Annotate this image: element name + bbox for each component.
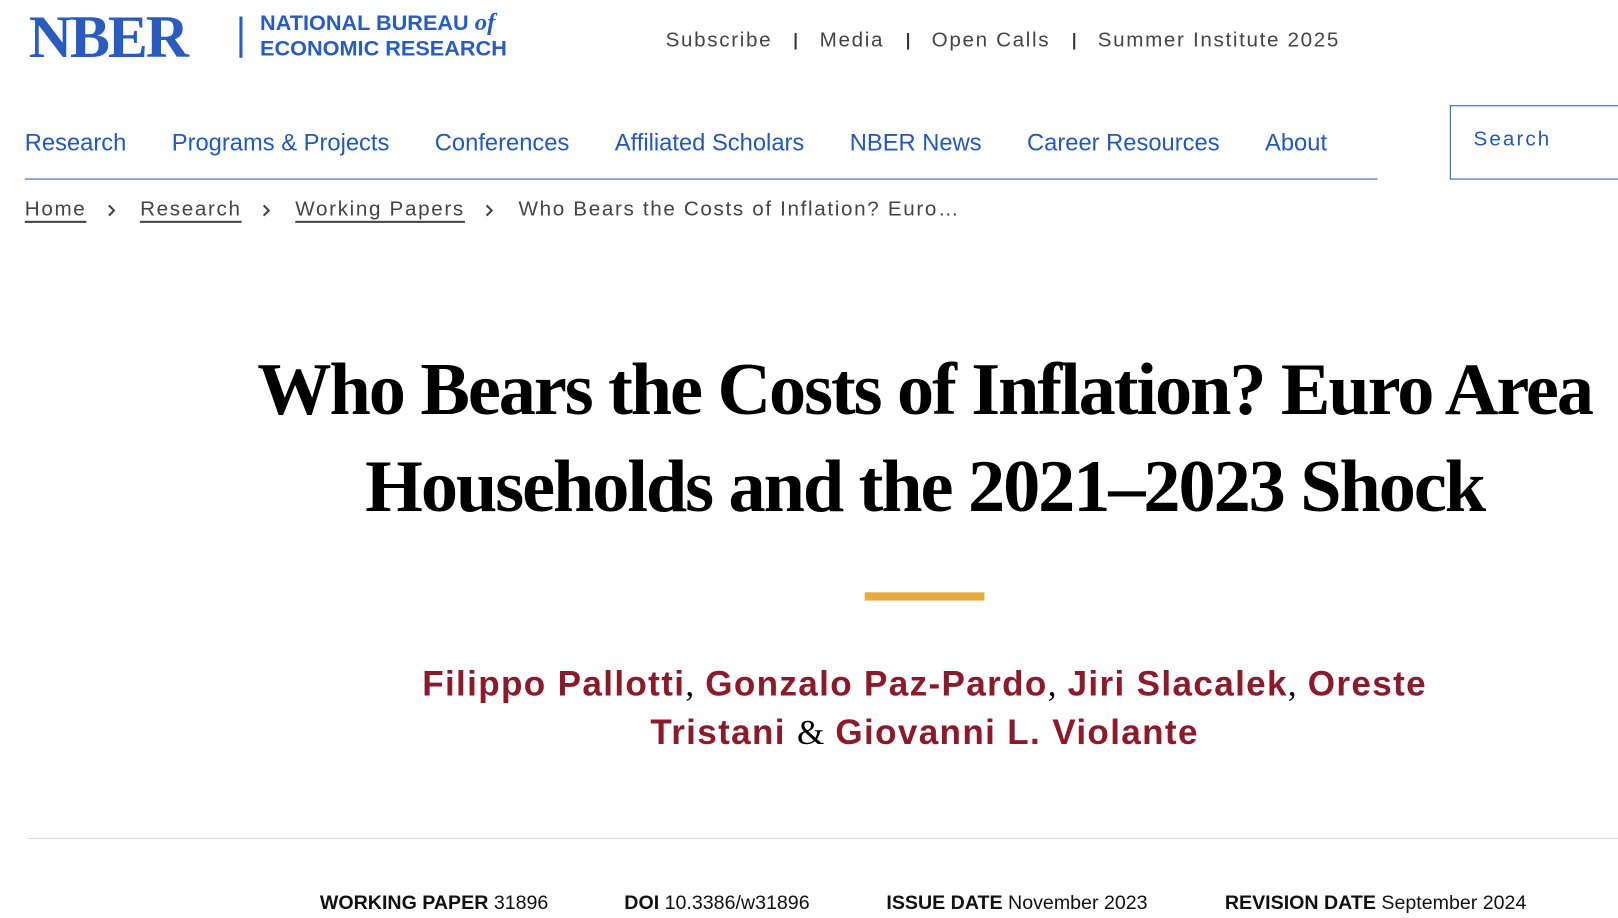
breadcrumb-link[interactable]: Home — [24, 198, 87, 221]
top-link[interactable]: Summer Institute 2025 — [1097, 28, 1341, 52]
separator — [906, 32, 909, 50]
nav-link[interactable]: Affiliated Scholars — [614, 128, 805, 156]
meta-item: DOI 10.3386/w31896 — [624, 893, 809, 916]
divider — [27, 837, 1618, 839]
logo-line[interactable]: NATIONAL BUREAU of — [260, 10, 495, 36]
meta-label: DOI — [624, 892, 660, 915]
author[interactable]: Giovanni L. Violante — [835, 713, 1199, 753]
top-link[interactable]: Subscribe — [665, 28, 773, 52]
author[interactable]: Gonzalo Paz-Pardo — [705, 664, 1048, 704]
logo-italic: of — [474, 9, 496, 37]
breadcrumb-link[interactable]: Research — [140, 198, 242, 221]
meta-label: ISSUE DATE — [886, 892, 1003, 915]
accent-bar — [864, 592, 985, 601]
chevron — [263, 204, 271, 216]
author-separator: , — [685, 665, 695, 704]
nav-link[interactable]: About — [1265, 128, 1328, 156]
meta-item: WORKING PAPER 31896 — [320, 893, 548, 916]
title-line: Who Bears the Costs of Inflation? Euro A… — [257, 347, 1594, 431]
author[interactable]: Jiri Slacalek — [1067, 664, 1288, 704]
breadcrumb-current: Who Bears the Costs of Inflation? Euro… — [518, 198, 961, 221]
nav-link[interactable]: Conferences — [434, 128, 570, 156]
meta-value: September 2024 — [1381, 892, 1527, 915]
meta-value: November 2023 — [1008, 892, 1148, 915]
title-line: Households and the 2021–2023 Shock — [365, 444, 1486, 528]
meta-value: 31896 — [493, 892, 549, 915]
main-nav: Research Programs & Projects Conferences Af… — [25, 129, 1327, 157]
authors: Filippo Pallotti, Gonzalo Paz-Pardo, Jir… — [392, 660, 1457, 757]
nav-link[interactable]: NBER News — [849, 128, 982, 156]
search-box[interactable]: Search — [1449, 105, 1618, 180]
author[interactable]: Oreste Tristani — [650, 664, 1427, 753]
article-title: Who Bears the Costs of Inflation? Euro A… — [0, 341, 1618, 535]
separator — [794, 32, 797, 50]
logo-divider — [239, 16, 243, 58]
nav-underline — [24, 178, 1378, 180]
breadcrumb: Home Research Working Papers Who Bears the … — [25, 198, 961, 222]
separator — [1072, 32, 1075, 50]
logo-mark[interactable]: NBER — [28, 3, 189, 71]
meta-item: REVISION DATE September 2024 — [1225, 893, 1526, 916]
meta-item: ISSUE DATE November 2023 — [886, 893, 1147, 916]
author-separator: , — [1287, 665, 1297, 704]
meta-value: 10.3386/w31896 — [664, 892, 810, 915]
author-separator: & — [796, 714, 825, 753]
top-links: Subscribe Media Open Calls Summer Institute… — [666, 29, 1340, 53]
nav-link[interactable]: Career Resources — [1027, 128, 1220, 156]
chevron — [107, 204, 116, 216]
meta-label: REVISION DATE — [1224, 892, 1376, 915]
search-placeholder: Search — [1473, 127, 1552, 151]
meta-label: WORKING PAPER — [319, 892, 489, 915]
author[interactable]: Filippo Pallotti — [422, 664, 686, 704]
logo-line[interactable]: ECONOMIC RESEARCH — [260, 37, 507, 61]
nav-link[interactable]: Programs & Projects — [171, 128, 390, 156]
nav-link[interactable]: Research — [24, 128, 127, 156]
author-separator: , — [1047, 665, 1057, 704]
chevron — [486, 204, 494, 216]
breadcrumb-link[interactable]: Working Papers — [295, 198, 465, 221]
top-link[interactable]: Open Calls — [931, 28, 1051, 52]
logo-text: NATIONAL BUREAU — [260, 11, 469, 36]
top-link[interactable]: Media — [819, 28, 885, 52]
